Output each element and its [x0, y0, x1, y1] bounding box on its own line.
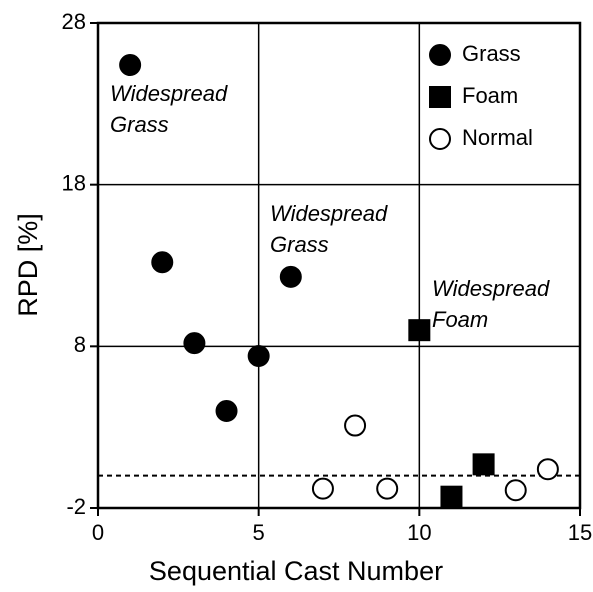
legend-marker: [429, 128, 451, 150]
y-axis-label: RPD [%]: [13, 213, 43, 317]
point: [536, 458, 559, 481]
annotation: Foam: [432, 307, 488, 332]
x-tick-label: 10: [407, 520, 431, 545]
legend-marker: [429, 44, 451, 66]
point: [472, 453, 495, 476]
point: [247, 345, 270, 368]
point: [151, 251, 174, 274]
y-tick-label: -2: [66, 494, 86, 519]
legend-label: Grass: [462, 41, 521, 66]
point: [408, 319, 431, 342]
point: [504, 479, 527, 502]
annotation: Widespread: [270, 201, 388, 226]
point: [215, 400, 238, 422]
x-axis-label: Sequential Cast Number: [149, 556, 443, 586]
annotation: Grass: [110, 112, 169, 137]
legend-label: Foam: [462, 83, 518, 108]
x-tick-label: 15: [568, 520, 592, 545]
point: [344, 414, 367, 437]
y-tick-label: 8: [74, 332, 86, 357]
annotation: Widespread: [110, 81, 228, 106]
legend-label: Normal: [462, 125, 533, 150]
point: [183, 332, 206, 355]
annotation: Grass: [270, 232, 329, 257]
point: [440, 485, 463, 508]
point: [119, 54, 142, 77]
plot-frame: [96, 21, 582, 510]
y-tick-label: 28: [62, 9, 86, 34]
point: [279, 265, 302, 288]
x-tick-label: 5: [253, 520, 265, 545]
point: [376, 477, 399, 500]
point: [311, 477, 334, 500]
x-tick-label: 0: [92, 520, 104, 545]
legend-marker: [429, 86, 451, 108]
annotation: Widespread: [432, 276, 550, 301]
y-tick-label: 18: [62, 170, 86, 195]
